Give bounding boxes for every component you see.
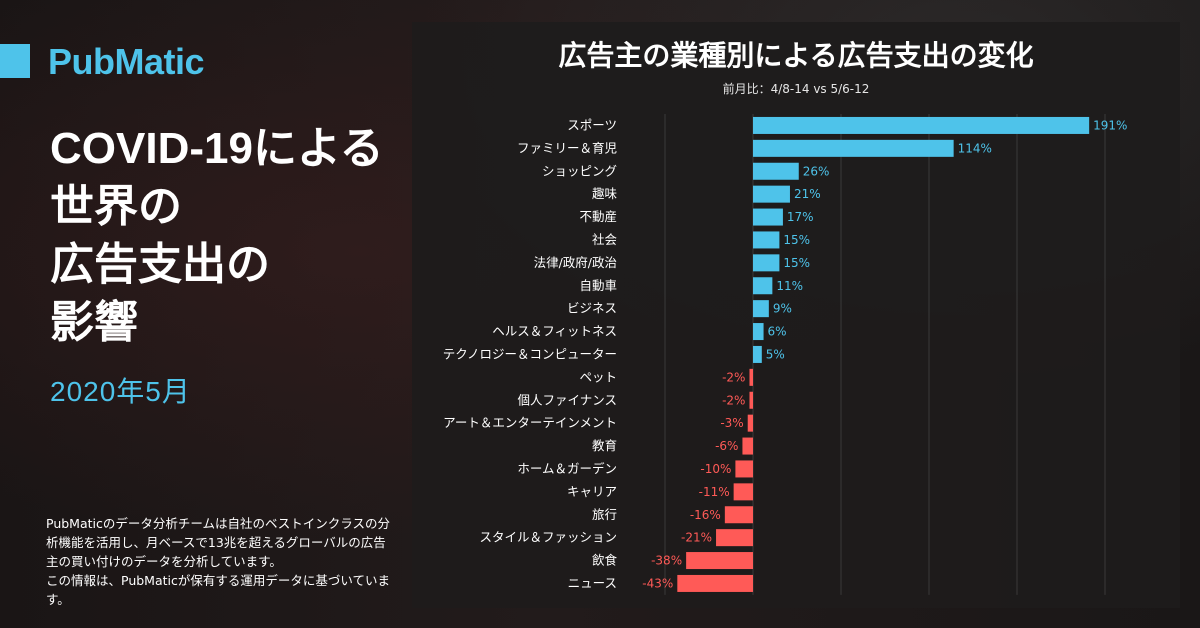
headline-line-3: 広告支出の	[50, 240, 270, 289]
bar	[677, 574, 753, 592]
value-label: 5%	[766, 347, 785, 361]
category-label: 個人ファイナンス	[517, 392, 617, 407]
value-label: 114%	[958, 141, 992, 155]
value-label: 9%	[773, 302, 792, 316]
bar	[753, 277, 773, 295]
chart-title: 広告主の業種別による広告支出の変化	[558, 39, 1034, 72]
bar	[753, 323, 764, 341]
bar	[742, 437, 753, 455]
chart-subtitle: 前月比：4/8-14 vs 5/6-12	[722, 82, 870, 96]
bar	[747, 414, 753, 432]
description: PubMaticのデータ分析チームは自社のベストインクラスの分析機能を活用し、月…	[46, 514, 398, 609]
category-label: 旅行	[592, 507, 617, 522]
bar	[686, 552, 753, 570]
category-label: 趣味	[592, 186, 618, 201]
value-label: 191%	[1093, 118, 1127, 132]
category-label: 飲食	[592, 553, 618, 568]
bar	[753, 300, 769, 318]
category-label: 法律/政府/政治	[534, 255, 617, 270]
value-label: 17%	[787, 210, 814, 224]
bar	[716, 529, 753, 547]
value-label: 6%	[768, 325, 787, 339]
value-label: -3%	[720, 416, 743, 430]
category-label: キャリア	[567, 484, 617, 499]
value-label: -38%	[651, 554, 682, 568]
value-label: 15%	[783, 256, 810, 270]
value-label: -2%	[722, 393, 745, 407]
category-label: 不動産	[579, 209, 617, 224]
category-label: 教育	[592, 438, 617, 453]
bar	[733, 483, 753, 501]
category-label: 自動車	[579, 278, 617, 293]
value-label: 26%	[803, 164, 830, 178]
category-label: 社会	[592, 232, 618, 247]
category-label: ニュース	[568, 575, 617, 590]
value-label: -2%	[722, 370, 745, 384]
category-label: スタイル＆ファッション	[479, 530, 617, 545]
description-paragraph-1: PubMaticのデータ分析チームは自社のベストインクラスの分析機能を活用し、月…	[46, 516, 390, 569]
value-label: -11%	[699, 485, 730, 499]
category-label: ヘルス＆フィットネス	[492, 324, 617, 339]
headline-line-4: 影響	[50, 298, 138, 347]
logo-mark	[0, 44, 30, 78]
bar	[753, 345, 762, 363]
headline-line-2: 世界の	[50, 182, 182, 231]
category-label: ペット	[579, 369, 617, 384]
category-label: ホーム＆ガーデン	[517, 461, 617, 476]
value-label: -10%	[700, 462, 731, 476]
value-label: -43%	[642, 576, 673, 590]
headline-line-1: COVID-19による	[50, 124, 384, 173]
bar	[753, 208, 783, 226]
bar	[753, 231, 780, 249]
category-label: ショッピング	[542, 163, 617, 178]
bar	[749, 391, 753, 409]
description-paragraph-2: この情報は、PubMaticが保有する運用データに基づいています。	[46, 573, 390, 607]
category-label: ファミリー＆育児	[517, 140, 617, 155]
bar	[753, 162, 799, 180]
value-label: -21%	[681, 531, 712, 545]
bar	[724, 506, 753, 524]
bar	[735, 460, 753, 478]
bar-chart: スポーツ 191% ファミリー＆育児 114% ショッピング 26% 趣味 21% 不動産 17%…	[443, 114, 1127, 595]
value-label: 21%	[794, 187, 821, 201]
value-label: 11%	[776, 279, 803, 293]
category-label: スポーツ	[567, 117, 617, 132]
value-label: -6%	[715, 439, 738, 453]
headline: COVID-19による 世界の 広告支出の 影響	[50, 120, 410, 352]
bar	[749, 368, 753, 386]
value-label: -16%	[690, 508, 721, 522]
report-date: 2020年5月	[50, 376, 191, 407]
bar	[753, 139, 954, 157]
bar	[753, 116, 1090, 134]
bar	[753, 254, 780, 272]
category-label: ビジネス	[567, 301, 617, 316]
bar	[753, 185, 790, 203]
value-label: 15%	[783, 233, 810, 247]
logo-text: PubMatic	[48, 41, 205, 82]
category-label: アート＆エンターテインメント	[443, 415, 617, 430]
category-label: テクノロジー＆コンピューター	[443, 346, 617, 361]
